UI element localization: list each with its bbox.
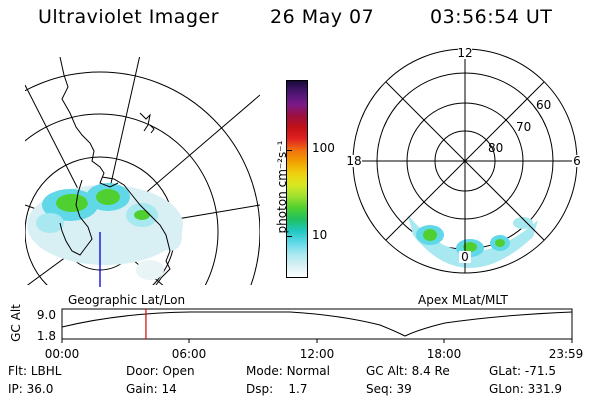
coastline <box>59 57 119 188</box>
time-label: 03:56:54 UT <box>430 6 553 28</box>
footer-ip: IP: 36.0 <box>8 382 54 396</box>
magnetic-map: 12 18 6 0 60 70 80 <box>346 46 582 274</box>
geographic-map <box>25 57 260 287</box>
footer-door: Door: Open <box>126 364 195 378</box>
altitude-ylabel: GC Alt <box>9 304 23 342</box>
mlat-label-60: 60 <box>536 98 551 112</box>
left-map-caption: Geographic Lat/Lon <box>68 293 186 307</box>
aurora-emission <box>408 215 538 269</box>
instrument-title: Ultraviolet Imager <box>38 6 220 28</box>
colorbar-label: photon cm⁻²s⁻¹ <box>275 140 289 234</box>
altitude-plot: GC Alt 9.0 1.8 00:00 06:00 12:00 18:00 2… <box>9 304 584 361</box>
date-label: 26 May 07 <box>270 6 375 28</box>
footer-glon: GLon: 331.9 <box>489 382 562 396</box>
mlat-label-80: 80 <box>488 141 503 155</box>
lat-circle <box>25 113 219 285</box>
footer-mode: Mode: Normal <box>246 364 330 378</box>
colorbar-tick-100: 100 <box>312 141 335 155</box>
lat-circle <box>25 71 260 285</box>
altitude-xtick: 23:59 <box>549 347 584 361</box>
footer-gc-alt: GC Alt: 8.4 Re <box>366 364 450 378</box>
altitude-xtick: 00:00 <box>45 347 80 361</box>
mlt-label-right: 6 <box>573 154 581 168</box>
mlt-label-top: 12 <box>457 46 472 60</box>
colorbar-tick-10: 10 <box>312 228 328 242</box>
footer-gain: Gain: 14 <box>126 382 177 396</box>
footer-dsp: Dsp: 1.7 <box>246 382 308 396</box>
colorbar <box>286 80 308 278</box>
right-map-caption: Apex MLat/MLT <box>418 293 508 307</box>
mlt-label-bottom: 0 <box>461 250 469 264</box>
altitude-xtick: 06:00 <box>172 347 207 361</box>
mlat-label-70: 70 <box>516 120 531 134</box>
altitude-xtick: 12:00 <box>300 347 335 361</box>
altitude-curve <box>61 311 573 337</box>
aurora-emission <box>27 183 183 280</box>
altitude-xtick: 18:00 <box>427 347 462 361</box>
altitude-ytick-bottom: 1.8 <box>37 329 56 343</box>
mlt-label-left: 18 <box>346 154 361 168</box>
footer-glat: GLat: -71.5 <box>489 364 556 378</box>
footer-flt: Flt: LBHL <box>8 364 62 378</box>
altitude-ytick-top: 9.0 <box>37 308 56 322</box>
footer-seq: Seq: 39 <box>366 382 412 396</box>
